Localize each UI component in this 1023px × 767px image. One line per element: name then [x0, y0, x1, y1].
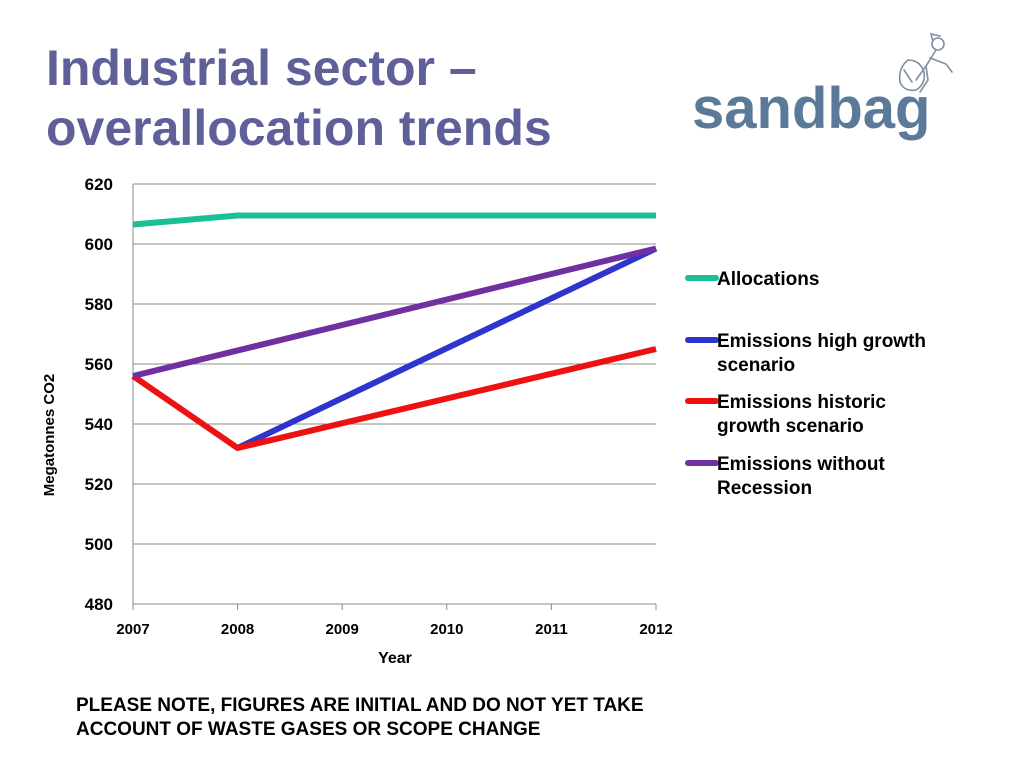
chart-axes: [132, 184, 657, 610]
legend-label: Allocations: [717, 269, 819, 290]
y-tick-label: 480: [85, 595, 113, 614]
x-tick-label: 2009: [326, 621, 359, 638]
y-tick-label: 580: [85, 295, 113, 314]
legend-label-continued: scenario: [717, 355, 795, 376]
chart-legend: Allocations Emissions high growth scenario…: [685, 269, 926, 499]
y-tick-label: 620: [85, 175, 113, 194]
slide-title-line-1: Industrial sector –: [46, 40, 477, 96]
y-axis-label: Megatonnes CO2: [41, 374, 58, 497]
logo-wordmark: sandbag: [692, 76, 931, 141]
x-tick-label: 2007: [116, 621, 149, 638]
x-tick-label: 2012: [639, 621, 672, 638]
series-line-4: [132, 245, 657, 379]
legend-label: Emissions without: [717, 454, 886, 475]
y-tick-label: 540: [85, 415, 113, 434]
slide-title-line-2: overallocation trends: [46, 100, 552, 156]
series-line-1: [132, 212, 656, 228]
chart-grid: [133, 183, 656, 545]
legend-label: Emissions historic: [717, 392, 886, 413]
slide-title: Industrial sector – overallocation trend…: [46, 38, 552, 158]
x-axis-label: Year: [378, 650, 412, 667]
x-tick-labels: 2007 2008 2009 2010 2011 2012: [116, 621, 672, 638]
y-tick-labels: 480 500 520 540 560 580 600 620: [85, 175, 113, 614]
series-line-3: [131, 346, 657, 451]
disclaimer-line-2: ACCOUNT OF WASTE GASES OR SCOPE CHANGE: [76, 719, 541, 740]
legend-label-continued: growth scenario: [717, 416, 864, 437]
x-tick-label: 2011: [535, 621, 568, 638]
mascot-icon: [898, 32, 953, 93]
disclaimer-line-1: PLEASE NOTE, FIGURES ARE INITIAL AND DO …: [76, 695, 644, 716]
sandbag-logo: sandbag: [692, 32, 953, 141]
legend-label: Emissions high growth: [717, 331, 926, 352]
y-tick-label: 520: [85, 475, 113, 494]
y-tick-label: 560: [85, 355, 113, 374]
x-tick-label: 2010: [430, 621, 463, 638]
series-line-2: [236, 245, 658, 451]
x-tick-label: 2008: [221, 621, 254, 638]
y-tick-label: 600: [85, 235, 113, 254]
disclaimer-note: PLEASE NOTE, FIGURES ARE INITIAL AND DO …: [76, 694, 644, 742]
chart-lines: [131, 212, 658, 451]
emissions-chart: 480 500 520 540 560 580 600 620 2007 2008 2009 201…: [41, 175, 926, 667]
y-tick-label: 500: [85, 535, 113, 554]
legend-label-continued: Recession: [717, 478, 812, 499]
